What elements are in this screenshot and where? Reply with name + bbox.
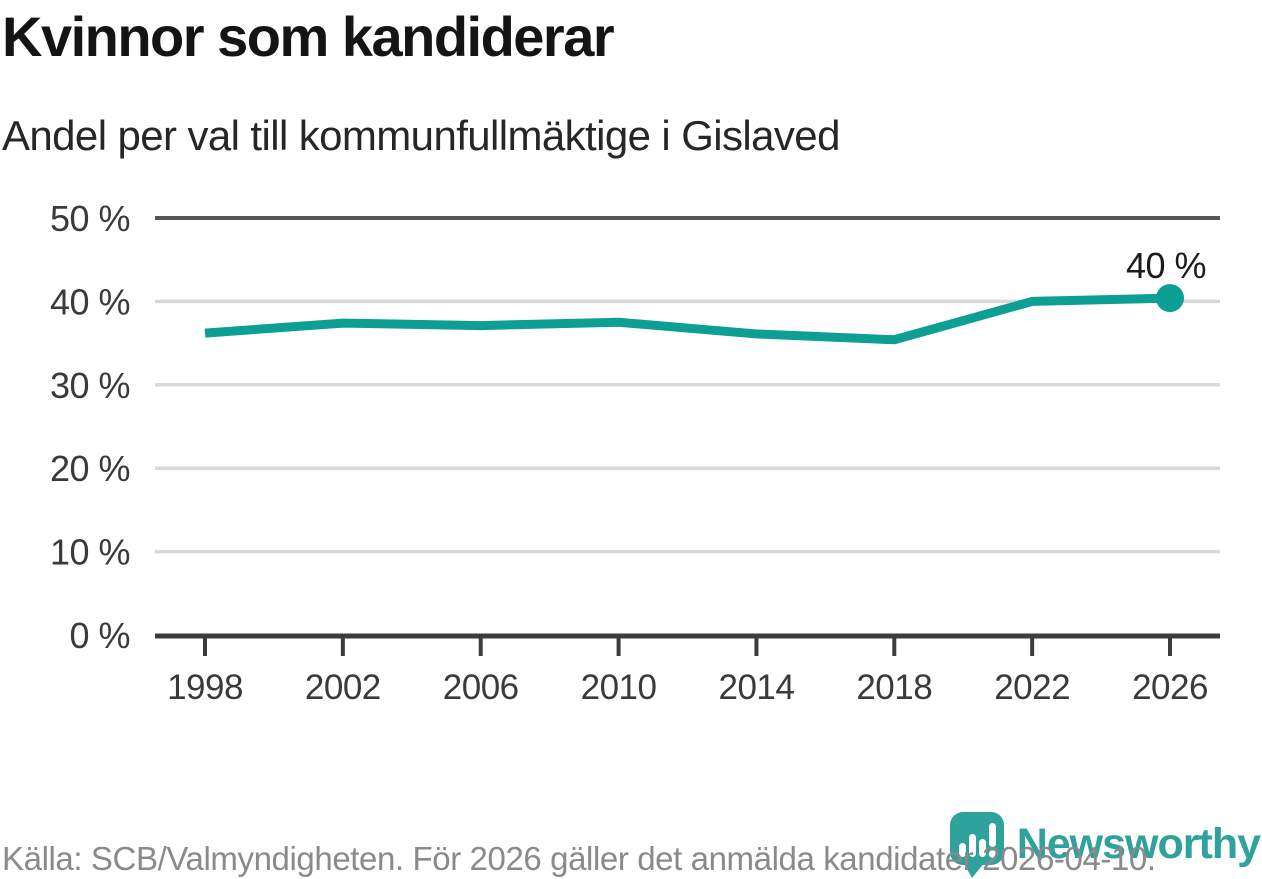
x-tick-label: 2010 [581, 668, 657, 707]
page-title: Kvinnor som kandiderar [2, 5, 615, 68]
x-tick-label: 2022 [994, 668, 1070, 707]
data-line [204, 293, 1171, 345]
x-tick-label: 1998 [167, 668, 243, 707]
newsworthy-logo: Newsworthy [948, 810, 1261, 878]
x-tick-label: 2014 [718, 668, 794, 707]
x-tick-label: 2002 [305, 668, 381, 707]
x-tick-label: 2006 [443, 668, 519, 707]
y-tick-label: 30 % [50, 365, 130, 406]
end-value-label: 40 % [1126, 245, 1206, 286]
y-tick-label: 0 % [69, 615, 130, 656]
page-subtitle: Andel per val till kommunfullmäktige i G… [2, 112, 840, 159]
x-tick-label: 2018 [856, 668, 932, 707]
newsworthy-logo-text: Newsworthy [1016, 819, 1261, 868]
x-tick-label: 2026 [1132, 668, 1208, 707]
end-point-marker [1156, 284, 1184, 313]
y-tick-label: 10 % [50, 532, 130, 573]
y-tick-label: 20 % [50, 448, 130, 489]
y-tick-label: 40 % [50, 281, 130, 322]
y-tick-label: 50 % [50, 198, 130, 239]
newsworthy-logo-icon [949, 812, 1004, 878]
source-note: Källa: SCB/Valmyndigheten. För 2026 gäll… [2, 840, 1156, 877]
